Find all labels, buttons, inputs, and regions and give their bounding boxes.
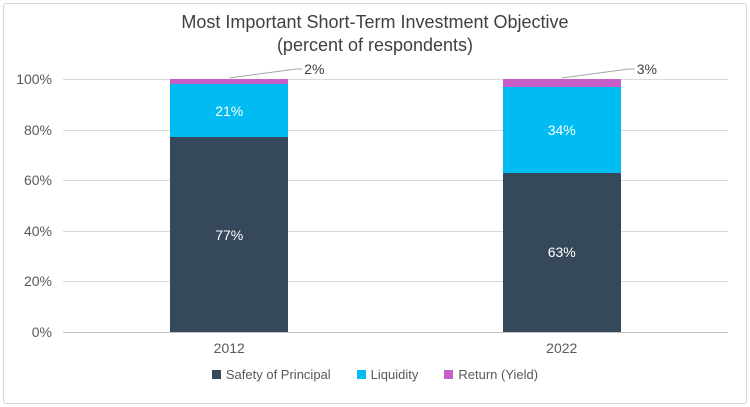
gridline-20 bbox=[63, 281, 728, 283]
y-axis-tick-label: 60% bbox=[23, 172, 52, 189]
gridline-80 bbox=[63, 129, 728, 131]
bar-segment-safety-of-principal-2022: 63% bbox=[502, 172, 621, 332]
gridline-60 bbox=[63, 180, 728, 182]
bar-segment-liquidity-2012: 21% bbox=[170, 84, 289, 138]
callout-data-label-2012: 2% bbox=[304, 61, 325, 77]
gridline-40 bbox=[63, 230, 728, 232]
bar-segment-return-yield-2022 bbox=[502, 79, 621, 87]
x-axis-category-label: 2022 bbox=[546, 340, 578, 356]
gridline-0 bbox=[63, 332, 728, 333]
legend-label: Return (Yield) bbox=[458, 367, 539, 382]
y-axis-tick-label: 0% bbox=[31, 324, 52, 340]
legend-item-liquidity: Liquidity bbox=[356, 367, 419, 382]
legend-swatch-return-yield bbox=[444, 370, 454, 379]
legend-swatch-liquidity bbox=[356, 370, 366, 379]
chart-legend: Safety of Principal Liquidity Return (Yiel… bbox=[0, 367, 750, 382]
chart-title: Most Important Short-Term Investment Obj… bbox=[181, 12, 569, 32]
legend-item-return-yield: Return (Yield) bbox=[444, 367, 538, 382]
bar-data-label: 63% bbox=[547, 244, 576, 261]
legend-label: Safety of Principal bbox=[225, 367, 331, 382]
chart-subtitle: (percent of respondents) bbox=[276, 35, 474, 55]
x-axis-category-label: 2012 bbox=[213, 340, 245, 356]
y-axis-tick-label: 20% bbox=[23, 273, 52, 290]
bar-segment-safety-of-principal-2012: 77% bbox=[170, 137, 289, 332]
chart-frame bbox=[3, 3, 747, 404]
legend-swatch-safety-of-principal bbox=[211, 370, 221, 379]
legend-item-safety-of-principal: Safety of Principal bbox=[211, 367, 331, 382]
y-axis-tick-label: 100% bbox=[16, 71, 52, 87]
gridline-100 bbox=[63, 79, 728, 80]
bar-data-label: 34% bbox=[547, 121, 576, 138]
bar-segment-liquidity-2022: 34% bbox=[502, 86, 621, 173]
bar-data-label: 21% bbox=[215, 102, 244, 119]
y-axis-tick-label: 40% bbox=[23, 222, 52, 239]
y-axis-tick-label: 80% bbox=[23, 121, 52, 138]
callout-data-label-2022: 3% bbox=[636, 61, 657, 77]
legend-label: Liquidity bbox=[370, 367, 419, 382]
bar-segment-return-yield-2012 bbox=[170, 79, 289, 85]
bar-data-label: 77% bbox=[215, 226, 244, 243]
